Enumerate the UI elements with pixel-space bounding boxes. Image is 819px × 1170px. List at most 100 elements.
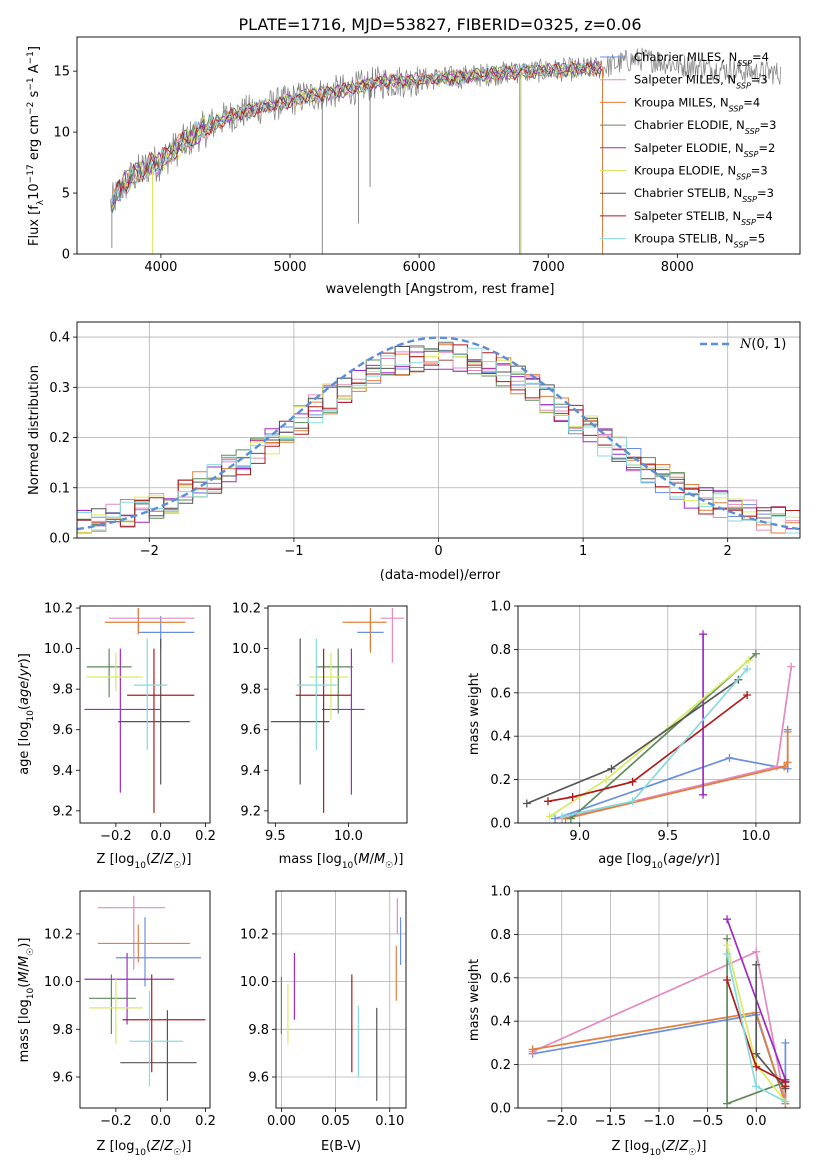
mass-z-ytick-label: 9.6 <box>52 1071 73 1086</box>
spectrum-ylabel-part: −17 <box>26 164 36 183</box>
legend-text: Salpeter MILES, N <box>634 73 736 87</box>
weight-age-marker-kroupa-miles <box>783 727 792 736</box>
legend-args: (0, 1) <box>751 337 786 352</box>
mass-vs-metallicity-panel: −0.2 0.0 0.29.69.810.010.2Z [log10(Z/Z☉)]m… <box>17 890 216 1158</box>
weight-age-marker-chabrier-stelib <box>522 799 531 808</box>
age-mass-frame <box>267 605 408 824</box>
mass-z-ylabel-part: log <box>17 999 32 1019</box>
spectrum-ylabel-part: ] <box>27 46 42 51</box>
mass-z-ylabel-part: mass [ <box>17 1019 32 1062</box>
histogram-ylabel-part: Normed distribution <box>27 365 42 495</box>
histogram-lines <box>77 336 800 534</box>
age-mass-ytick-label: 9.6 <box>240 723 261 738</box>
age-mass-xlabel-part: )] <box>393 852 403 867</box>
weight-z-marker-chabrier-miles <box>781 1038 790 1047</box>
weight-z-xtick-label: −2.0 <box>546 1114 578 1129</box>
weight-age-marker-salpeter-miles <box>773 762 782 771</box>
mass-weight-vs-age-panel: 9.0 9.5 10.0 0.0 0.2 0.4 0.6 0.8 1.0 age [log10(a… <box>467 600 801 871</box>
mass-ebv-frame <box>275 890 407 1109</box>
spectrum-xtick-label: 5000 <box>273 260 306 275</box>
spectrum-ytick-label: 0 <box>62 248 70 263</box>
spectrum-legend-label: Salpeter ELODIE, NSSP=2 <box>634 141 775 159</box>
spectrum-ytick-label: 15 <box>53 65 70 80</box>
mass-z-xtick-label: −0.2 <box>100 1114 132 1129</box>
spectrum-xlabel: wavelength [Angstrom, rest frame] <box>326 282 555 297</box>
age-mass-xlabel-part: log <box>322 852 342 867</box>
mass-z-xlabel-part: )] <box>181 1139 191 1154</box>
weight-z-ylabel-part: mass weight <box>467 959 482 1041</box>
age-z-ylabel: age [log10(age/yr)] <box>17 653 36 775</box>
histogram-gaussian-curve <box>77 336 800 531</box>
spectrum-xtick-label: 8000 <box>661 260 694 275</box>
mass-z-ylabel-part: M <box>17 956 32 967</box>
weight-age-marker-kroupa-miles <box>783 758 792 767</box>
spectrum-frame <box>76 36 801 255</box>
age-z-xtick-label: 0.2 <box>195 829 216 844</box>
mass-ebv-ytick-label: 10.0 <box>240 975 269 990</box>
weight-z-xlabel-part: ☉ <box>688 1148 696 1158</box>
age-z-xlabel-part: Z <box>150 852 161 867</box>
spectrum-ytick-label: 10 <box>53 126 70 141</box>
age-z-ytick-label: 10.2 <box>44 602 73 617</box>
histogram-frame <box>76 321 801 539</box>
histogram-xlabel-part: (data-model)/error <box>380 568 501 583</box>
mass-z-xlabel-part: ( <box>146 1139 151 1154</box>
legend-text: Kroupa ELODIE, N <box>634 164 736 178</box>
weight-z-marker-kroupa-stelib <box>781 1097 790 1106</box>
mass-z-xtick-label: 0.2 <box>195 1114 216 1129</box>
weight-age-ytick-label: 0.0 <box>490 817 511 832</box>
legend-suffix: =3 <box>751 73 768 87</box>
mass-z-ylabel-part: / <box>17 966 32 971</box>
age-mass-ytick-label: 10.0 <box>232 642 261 657</box>
weight-age-marker-salpeter-elodie <box>699 630 708 639</box>
weight-age-lines <box>522 630 796 823</box>
legend-suffix: =2 <box>758 141 775 155</box>
age-z-ylabel-part: ( <box>17 705 32 710</box>
mass-ebv-xtick-label: 0.10 <box>375 1114 404 1129</box>
weight-age-ylabel-part: mass weight <box>467 673 482 755</box>
spectrum-ylabel-part: erg cm <box>27 115 42 164</box>
weight-z-xlabel-part: Z <box>678 1139 689 1154</box>
mass-z-xlabel-part: 10 <box>134 1148 146 1158</box>
mass-ebv-xlabel: E(B-V) <box>321 1139 361 1154</box>
legend-suffix: =3 <box>757 186 774 200</box>
weight-z-xtick-label: −0.5 <box>692 1114 724 1129</box>
age-z-ylabel-part: yr <box>17 662 32 678</box>
age-z-xlabel-part: ( <box>146 852 151 867</box>
legend-sub: SSP <box>736 81 751 90</box>
spectrum-ylabel-part: s <box>27 90 42 101</box>
weight-age-xlabel-part: )] <box>710 852 720 867</box>
legend-sub: SSP <box>729 104 744 113</box>
legend-text: Salpeter STELIB, N <box>634 209 741 223</box>
spectrum-ylabel-part: 10 <box>27 183 42 200</box>
age-z-ylabel-part: age <box>17 681 32 705</box>
weight-age-line-kroupa-miles <box>565 731 789 820</box>
mass-z-xlabel-part: log <box>115 1139 135 1154</box>
histogram-xtick-label: −1 <box>284 544 303 559</box>
mass-z-ytick-label: 10.2 <box>44 927 73 942</box>
mass-z-frame <box>79 890 211 1109</box>
mass-z-ytick-label: 10.0 <box>44 975 73 990</box>
mass-z-ylabel-part: ( <box>17 983 32 988</box>
weight-age-xlabel: age [log10(age/yr)] <box>598 852 720 871</box>
histogram-kroupa-stelib <box>77 347 800 534</box>
weight-age-line-salpeter-stelib <box>547 694 748 803</box>
histogram-ytick-label: 0.4 <box>49 331 70 346</box>
spectrum-ylabel: Flux [fλ10−17 erg cm−2 s−1 A−1] <box>26 46 46 246</box>
mass-z-ylabel-part: ☉ <box>26 948 36 956</box>
age-z-bars <box>84 608 195 813</box>
legend-sub: SSP <box>736 172 751 181</box>
mass-z-ylabel: mass [log10(M/M☉)] <box>17 938 36 1063</box>
weight-age-marker-chabrier-elodie <box>751 649 760 658</box>
mass-z-xtick-label: 0.0 <box>150 1114 171 1129</box>
mass-z-xlabel-part: / <box>160 1139 165 1154</box>
weight-z-xtick-label: 0.0 <box>746 1114 767 1129</box>
spectrum-xlabel-part: wavelength [Angstrom, rest frame] <box>326 282 555 297</box>
mass-z-xlabel-part: Z <box>150 1139 161 1154</box>
age-mass-bars <box>270 608 405 813</box>
age-z-xtick-label: 0.0 <box>150 829 171 844</box>
weight-age-ytick-label: 0.6 <box>490 686 511 701</box>
histogram-ylabel: Normed distribution <box>27 365 42 495</box>
age-z-xlabel-part: )] <box>181 852 191 867</box>
